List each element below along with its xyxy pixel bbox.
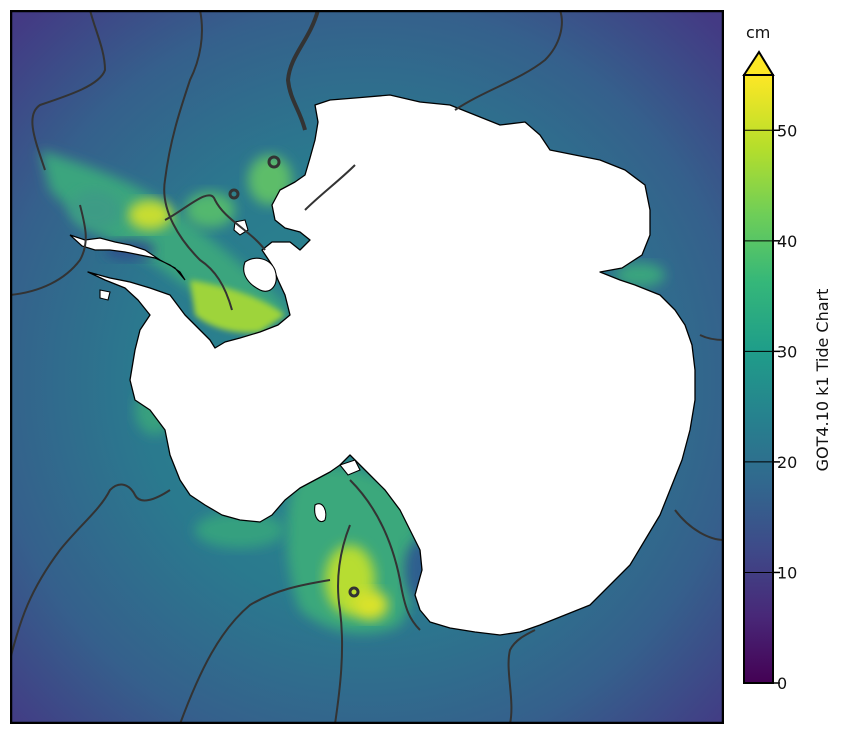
- contour-lines: [10, 10, 724, 724]
- colorbar-tick-label: 20: [777, 453, 797, 472]
- colorbar-tick-label: 30: [777, 342, 797, 361]
- map-frame: [10, 10, 724, 724]
- colorbar-extend-arrow: [742, 50, 775, 76]
- islands: [99, 219, 361, 523]
- colorbar-tick-label: 10: [777, 563, 797, 582]
- amphidrome-line: [285, 10, 320, 131]
- amphidrome-rings: [228, 155, 360, 598]
- colorbar-tick-label: 40: [777, 232, 797, 251]
- colorbar-ticks: 0 10 20 30 40 50: [744, 121, 797, 693]
- colorbar-gradient: [743, 74, 774, 684]
- colorbar-label: GOT4.10 k1 Tide Chart: [813, 289, 832, 472]
- colorbar-tick-label: 50: [777, 121, 797, 140]
- antarctic-peninsula: [69, 234, 186, 281]
- map-panel: [10, 10, 724, 724]
- colorbar: cm 0 10 20 30 40 50 GOT4.10 k1 Tide Chart: [742, 23, 832, 693]
- colorbar-unit: cm: [746, 23, 770, 42]
- colorbar-tick-label: 0: [777, 674, 787, 693]
- antarctica-landmass: [87, 94, 696, 636]
